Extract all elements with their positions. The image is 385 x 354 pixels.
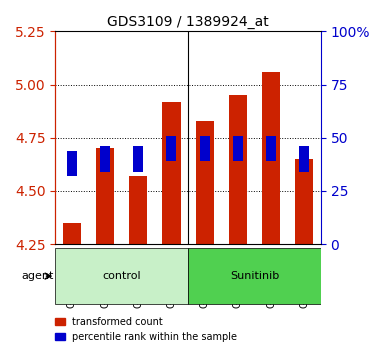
Text: agent: agent <box>21 271 54 281</box>
Bar <box>166 136 176 161</box>
FancyBboxPatch shape <box>188 247 321 304</box>
Bar <box>266 136 276 161</box>
Text: control: control <box>102 271 141 281</box>
Text: Sunitinib: Sunitinib <box>230 271 279 281</box>
Bar <box>299 146 309 172</box>
Bar <box>200 136 210 161</box>
Bar <box>96 148 114 244</box>
Bar <box>100 146 110 172</box>
Bar <box>63 223 81 244</box>
Bar <box>133 146 143 172</box>
Bar <box>162 102 181 244</box>
Bar <box>129 176 147 244</box>
Title: GDS3109 / 1389924_at: GDS3109 / 1389924_at <box>107 15 269 29</box>
Bar <box>229 95 247 244</box>
Bar <box>196 121 214 244</box>
Legend: transformed count, percentile rank within the sample: transformed count, percentile rank withi… <box>51 313 241 346</box>
Bar <box>295 159 313 244</box>
Bar <box>233 136 243 161</box>
Bar <box>67 150 77 176</box>
FancyBboxPatch shape <box>55 247 188 304</box>
Bar <box>262 72 280 244</box>
